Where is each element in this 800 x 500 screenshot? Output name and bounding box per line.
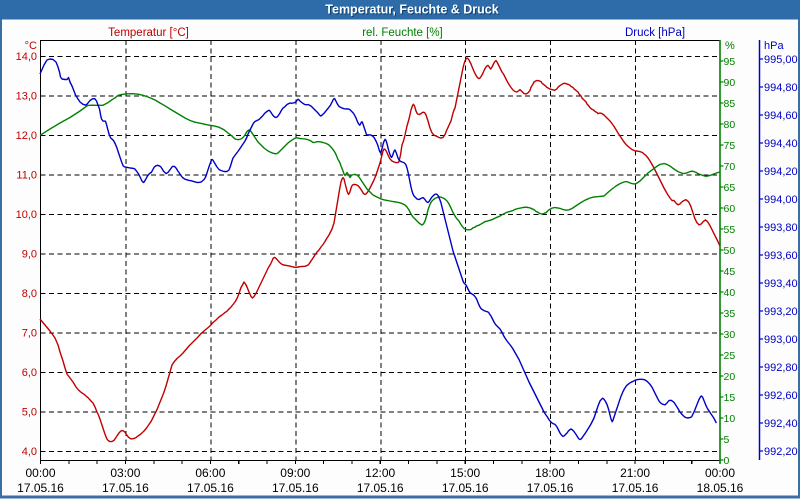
svg-text:hPa: hPa: [764, 40, 784, 52]
svg-text:994,00: 994,00: [764, 194, 798, 206]
svg-text:17.05.16: 17.05.16: [442, 481, 489, 495]
svg-text:993,60: 993,60: [764, 250, 798, 262]
svg-text:50: 50: [724, 245, 736, 257]
svg-text:993,00: 993,00: [764, 334, 798, 346]
svg-text:Druck [hPa]: Druck [hPa]: [625, 27, 685, 39]
svg-text:993,40: 993,40: [764, 278, 798, 290]
svg-text:10,0: 10,0: [16, 209, 37, 221]
svg-text:994,80: 994,80: [764, 82, 798, 94]
svg-text:70: 70: [724, 161, 736, 173]
svg-text:14,0: 14,0: [16, 51, 37, 63]
svg-text:95: 95: [724, 56, 736, 68]
svg-text:994,40: 994,40: [764, 138, 798, 150]
svg-text:994,60: 994,60: [764, 110, 798, 122]
svg-text:80: 80: [724, 119, 736, 131]
svg-text:00:00: 00:00: [705, 466, 735, 480]
svg-text:85: 85: [724, 98, 736, 110]
svg-text:992,40: 992,40: [764, 418, 798, 430]
svg-text:17.05.16: 17.05.16: [272, 481, 319, 495]
svg-text:55: 55: [724, 224, 736, 236]
svg-text:Temperatur [°C]: Temperatur [°C]: [108, 27, 189, 39]
svg-text:12,0: 12,0: [16, 130, 37, 142]
svg-text:Temperatur, Feuchte & Druck: Temperatur, Feuchte & Druck: [326, 4, 499, 18]
svg-text:17.05.16: 17.05.16: [102, 481, 149, 495]
svg-text:992,60: 992,60: [764, 390, 798, 402]
svg-text:35: 35: [724, 308, 736, 320]
svg-text:993,20: 993,20: [764, 306, 798, 318]
svg-text:5,0: 5,0: [22, 406, 37, 418]
svg-text:17.05.16: 17.05.16: [357, 481, 404, 495]
svg-text:30: 30: [724, 329, 736, 341]
svg-text:90: 90: [724, 77, 736, 89]
svg-text:994,20: 994,20: [764, 166, 798, 178]
svg-text:00:00: 00:00: [25, 466, 55, 480]
svg-text:40: 40: [724, 287, 736, 299]
svg-text:9,0: 9,0: [22, 248, 37, 260]
svg-text:15:00: 15:00: [450, 466, 480, 480]
svg-text:0: 0: [724, 455, 730, 467]
svg-text:10: 10: [724, 413, 736, 425]
svg-text:18.05.16: 18.05.16: [697, 481, 744, 495]
svg-text:03:00: 03:00: [110, 466, 140, 480]
svg-text:5: 5: [724, 434, 730, 446]
svg-text:60: 60: [724, 203, 736, 215]
svg-text:%: %: [725, 40, 735, 52]
svg-text:°C: °C: [25, 40, 37, 52]
svg-text:rel. Feuchte [%]: rel. Feuchte [%]: [362, 27, 443, 39]
svg-text:17.05.16: 17.05.16: [187, 481, 234, 495]
svg-text:25: 25: [724, 350, 736, 362]
svg-text:Temperatur, Feuchte & Druck: Temperatur, Feuchte & Druck: [325, 3, 498, 17]
svg-text:06:00: 06:00: [195, 466, 225, 480]
svg-text:992,80: 992,80: [764, 362, 798, 374]
svg-text:17.05.16: 17.05.16: [17, 481, 64, 495]
svg-text:65: 65: [724, 182, 736, 194]
svg-text:993,80: 993,80: [764, 222, 798, 234]
svg-text:09:00: 09:00: [280, 466, 310, 480]
svg-text:6,0: 6,0: [22, 367, 37, 379]
svg-text:45: 45: [724, 266, 736, 278]
svg-text:8,0: 8,0: [22, 288, 37, 300]
svg-text:4,0: 4,0: [22, 446, 37, 458]
svg-text:75: 75: [724, 140, 736, 152]
svg-text:20: 20: [724, 371, 736, 383]
svg-text:12:00: 12:00: [365, 466, 395, 480]
svg-text:13,0: 13,0: [16, 90, 37, 102]
svg-text:21:00: 21:00: [620, 466, 650, 480]
svg-text:11,0: 11,0: [16, 169, 37, 181]
svg-text:995,00: 995,00: [764, 54, 798, 66]
svg-text:18:00: 18:00: [535, 466, 565, 480]
svg-text:992,20: 992,20: [764, 446, 798, 458]
svg-text:17.05.16: 17.05.16: [612, 481, 659, 495]
svg-text:17.05.16: 17.05.16: [527, 481, 574, 495]
svg-text:7,0: 7,0: [22, 327, 37, 339]
svg-text:15: 15: [724, 392, 736, 404]
